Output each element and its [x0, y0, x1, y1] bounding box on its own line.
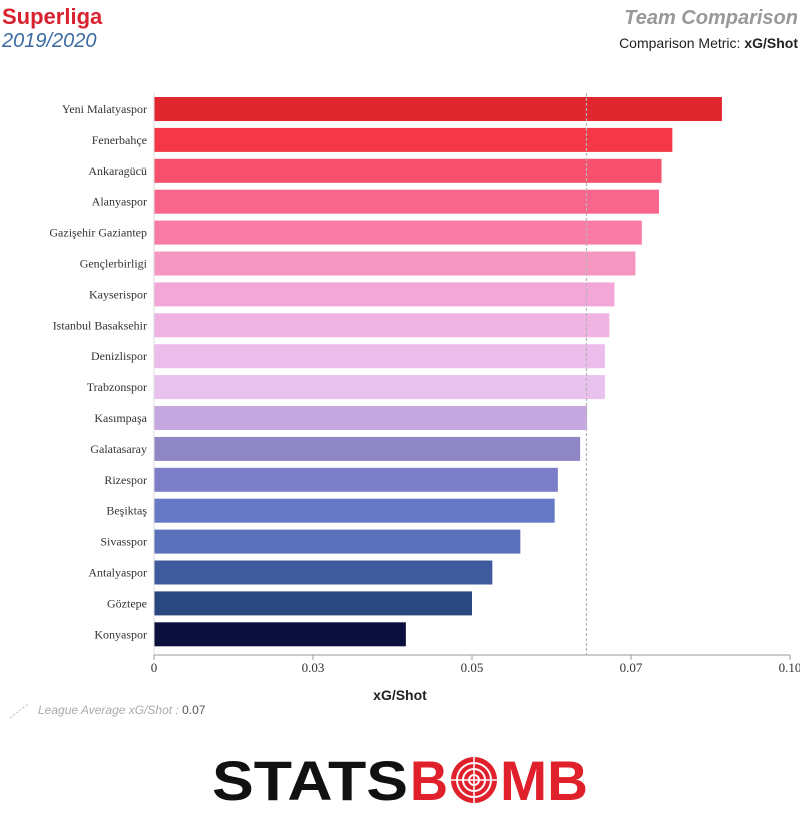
- bar: [154, 467, 558, 492]
- page-title: Team Comparison: [624, 7, 798, 29]
- x-tick-label: 0.03: [302, 660, 325, 675]
- x-tick-label: 0.10: [779, 660, 800, 675]
- category-label: Göztepe: [107, 596, 147, 610]
- statsbomb-logo: STATS B MB: [212, 750, 588, 808]
- bar: [154, 97, 722, 121]
- league-average-value: 0.07: [182, 703, 206, 718]
- bar: [154, 436, 581, 461]
- bar: [154, 220, 642, 245]
- bar: [154, 189, 659, 214]
- dashed-line-icon: [9, 703, 29, 719]
- bar: [154, 406, 588, 430]
- bar: [154, 375, 605, 400]
- bomb-target-icon: [451, 757, 497, 803]
- category-label: Denizlispor: [91, 349, 147, 363]
- category-label: Antalyaspor: [88, 566, 147, 580]
- metric-name: xG/Shot: [744, 35, 798, 51]
- category-label: Trabzonspor: [87, 380, 147, 394]
- category-label: Kayserispor: [89, 287, 147, 301]
- bar: [154, 282, 615, 307]
- metric-prefix: Comparison Metric:: [619, 35, 745, 51]
- category-label: Beşiktaş: [106, 504, 147, 518]
- bar: [154, 498, 555, 523]
- category-label: Konyaspor: [94, 627, 147, 641]
- league-name: Superliga: [2, 4, 103, 29]
- x-tick-label: 0.07: [620, 660, 643, 675]
- category-label: Kasımpaşa: [94, 411, 147, 425]
- logo-text-stats: STATS: [212, 750, 408, 808]
- league-average-legend: League Average xG/Shot : 0.07: [8, 702, 205, 720]
- bar: [154, 591, 472, 616]
- x-tick-label: 0: [151, 660, 158, 675]
- logo-text-mb: MB: [500, 750, 588, 808]
- league-average-label: League Average xG/Shot :: [38, 703, 183, 718]
- category-label: Ankaragücü: [88, 164, 147, 178]
- bar: [154, 251, 636, 276]
- bar-chart: Yeni Malatyaspor Fenerbahçe Ankaragücü Alan…: [49, 93, 800, 700]
- category-label: Sivasspor: [100, 535, 147, 549]
- comparison-metric: Comparison Metric: xG/Shot: [619, 35, 798, 51]
- season-label: 2019/2020: [2, 30, 97, 52]
- bar: [154, 313, 610, 338]
- bar: [154, 127, 673, 152]
- category-label: Istanbul Basaksehir: [53, 318, 147, 332]
- bar: [154, 560, 493, 585]
- category-label: Gençlerbirligi: [80, 257, 148, 271]
- category-label: Alanyaspor: [92, 195, 147, 209]
- bar: [154, 158, 662, 183]
- bar: [154, 622, 406, 647]
- bar: [154, 529, 521, 554]
- category-label: Fenerbahçe: [92, 133, 147, 147]
- category-label: Galatasaray: [90, 442, 147, 456]
- bar: [154, 344, 605, 369]
- x-axis-title: xG/Shot: [373, 687, 427, 700]
- header-left: Superliga 2019/2020: [2, 4, 102, 52]
- x-tick-label: 0.05: [461, 660, 484, 675]
- category-label: Rizespor: [104, 473, 147, 487]
- category-label: Gazişehir Gaziantep: [49, 226, 147, 240]
- category-label: Yeni Malatyaspor: [62, 102, 147, 116]
- header-right: Team Comparison Comparison Metric: xG/Sh…: [619, 6, 798, 51]
- logo-text-b: B: [410, 750, 448, 808]
